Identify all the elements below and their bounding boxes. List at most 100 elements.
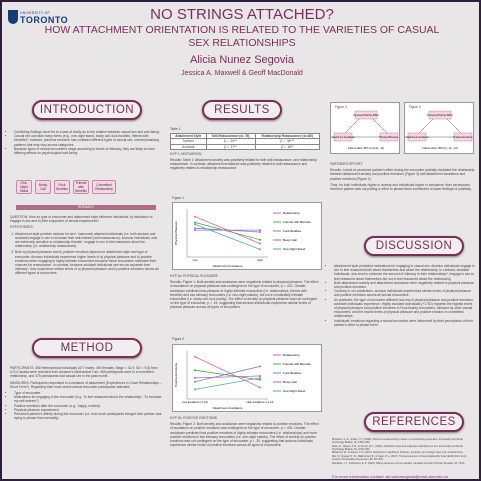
data-point xyxy=(194,229,196,231)
fig3-label: Figure 3 xyxy=(335,105,347,109)
discussion-point: As predicted, the type of encounter affe… xyxy=(334,298,475,319)
legend-label: Friends with Benefits xyxy=(283,220,311,224)
table-header: Attachment Style xyxy=(171,134,207,139)
figure-2-svg: Positive Emotions Attachment Avoidance Low… xyxy=(173,345,323,413)
question-text: QUESTION: How do type of encounter and a… xyxy=(10,215,162,276)
data-point xyxy=(194,381,196,383)
hyp2b-section: HYP 2b: POSITIVE EMOTIONS Results: Figur… xyxy=(170,416,320,449)
measures: MEASURES: Participants responded to a me… xyxy=(10,381,162,389)
data-point xyxy=(194,377,196,379)
table-title: Table 1 xyxy=(170,127,320,131)
research-question: QUESTION: How do type of encounter and a… xyxy=(10,215,162,223)
measure-item: Perceived partner's affinity during the … xyxy=(14,412,162,420)
data-point xyxy=(194,216,196,218)
intro-banner: INTRODUCTION xyxy=(32,100,142,120)
path-b xyxy=(373,119,387,133)
legend-label: Relationship xyxy=(283,353,300,357)
discussion-point: Contrary to our predictions, anxious ind… xyxy=(334,289,475,297)
legend-label: Relationship xyxy=(283,211,300,215)
figure-1-svg: Physical Pleasure Attachment Avoidance Low… xyxy=(173,203,323,271)
flow-step: Booty Call xyxy=(35,180,51,194)
y-axis-label: Positive Emotions xyxy=(174,363,178,387)
reference: Davis, D., Shaver, P. R., & Vernon, M. L… xyxy=(332,445,474,451)
data-point xyxy=(194,369,196,371)
hypotheses-title: HYPOTHESES: xyxy=(10,225,162,229)
author: Alicia Nunez Segovia xyxy=(62,54,422,66)
table-cell: β = .17** xyxy=(206,144,255,149)
partner-text: Results: Levels of perceived partner's e… xyxy=(330,168,475,181)
data-point xyxy=(194,388,196,390)
fig1-title: Figure 1 xyxy=(172,196,322,200)
hyp2a-title: HYP 2a: PHYSICAL PLEASURE xyxy=(170,274,320,278)
poster-title: NO STRINGS ATTACHED? xyxy=(62,6,422,23)
data-point xyxy=(259,375,261,377)
hyp2a-text: Results: Figure 1: Both anxiety and avoi… xyxy=(170,280,320,309)
intimacy-flow: One-Night Stand Booty Call Fuck Buddies … xyxy=(16,180,116,194)
intro-bullet: Because types of sexual encounters range… xyxy=(14,147,162,155)
coauthors: Jessica A. Maxwell & Geoff MacDonald xyxy=(62,70,422,77)
reference: Birnbaum, G. E., & Reis, H. T. (2006). W… xyxy=(332,438,474,444)
data-point xyxy=(259,377,261,379)
legend-label: One-Night Stand xyxy=(283,247,306,251)
legend-label: Friends with Benefits xyxy=(283,362,311,366)
data-point xyxy=(194,223,196,225)
data-point xyxy=(259,386,261,388)
data-point xyxy=(259,365,261,367)
figure-3-diagram: Figure 3 Perceived Partner Effort Attach… xyxy=(330,102,400,154)
partner-effort-label: Perceived Partner Effort xyxy=(353,114,379,117)
legend-label: Fuck Buddies xyxy=(283,371,302,375)
data-point xyxy=(259,379,261,381)
hypothesis: Attachment style predicts motives for se… xyxy=(15,232,162,249)
method-text: PARTICIPANTS: 358 heterosexual individua… xyxy=(10,366,162,422)
references-list: Birnbaum, G. E., & Reis, H. T. (2006). W… xyxy=(332,438,474,465)
figure-2-chart: Positive Emotions Attachment Avoidance Low… xyxy=(172,344,322,412)
flow-step: One-Night Stand xyxy=(16,180,32,194)
hyp2b-text: Results: Figure 2: Both anxiety and avoi… xyxy=(170,422,320,447)
hyp1-title: HYP 1: MOTIVATION xyxy=(170,152,320,156)
data-point xyxy=(259,243,261,245)
flow-step: Committed Relationship xyxy=(92,180,116,194)
indirect-effect-1: Indirect effect: 95% CI [-0.24, -.11] xyxy=(348,147,385,150)
discussion-point: Individuals' emotions regarding a sexual… xyxy=(334,319,475,327)
fig2-title: Figure 2 xyxy=(172,337,322,341)
data-point xyxy=(259,248,261,250)
data-point xyxy=(194,227,196,229)
figure-4-diagram: Figure 4 Perceived Partner Effort Attach… xyxy=(404,102,474,154)
series-line xyxy=(195,370,260,380)
participants: PARTICIPANTS: 358 heterosexual individua… xyxy=(10,366,162,379)
data-point xyxy=(194,221,196,223)
legend-label: Booty Call xyxy=(283,380,297,384)
x-tick-label: Low avoidance (-1 sd) xyxy=(182,400,208,404)
reference: Wei, M., Russell, D. W., Mallinckrodt, B… xyxy=(332,455,474,461)
data-point xyxy=(194,356,196,358)
table-cell: Avoidant xyxy=(171,144,207,149)
intro-bullet: Casual sex can take many forms (e.g., on… xyxy=(14,134,162,147)
legend-label: One-Night Stand xyxy=(283,389,306,393)
hyp2a-section: HYP 2a: PHYSICAL PLEASURE Results: Figur… xyxy=(170,274,320,312)
measure-item: Motivations for engaging in the encounte… xyxy=(14,395,162,403)
table-cell: β = .16** xyxy=(255,144,319,149)
results-banner: RESULTS xyxy=(202,100,282,120)
outcome-label: Physical Pleasure xyxy=(379,136,399,139)
discussion-text: Attachment style predicted motivations f… xyxy=(330,264,475,329)
hyp2b-title: HYP 2b: POSITIVE EMOTIONS xyxy=(170,416,320,420)
results-table-wrap: Table 1 Attachment Style Self-Reassurance… xyxy=(170,127,320,173)
contact-footer[interactable]: For more information contact: ali.nunezs… xyxy=(332,474,448,479)
intimacy-arrow: INTIMACY xyxy=(16,205,156,210)
header: UNIVERSITY OF TORONTO NO STRINGS ATTACHE… xyxy=(2,2,479,94)
x-axis-label: Attachment Avoidance xyxy=(213,406,243,410)
table-header: Relationship Reassurance (sr=80) xyxy=(255,134,319,139)
outcome-label: Positive Emotions xyxy=(453,136,473,139)
fig4-label: Figure 4 xyxy=(409,105,421,109)
partner-text-2: Thus, for both individuals higher in anx… xyxy=(330,183,475,191)
data-point xyxy=(259,231,261,233)
series-line xyxy=(195,357,260,388)
hyp1-text: Results: Table 1: Attachment anxiety was… xyxy=(170,158,320,171)
reference: Wentland, J. J., & Reissing, E. D. (2011… xyxy=(332,462,474,465)
poster-subtitle: HOW ATTACHMENT ORIENTATION IS RELATED TO… xyxy=(42,24,442,50)
partner-title: PARTNER'S EFFORT: xyxy=(330,162,475,166)
figure-3-svg: Figure 3 Perceived Partner Effort Attach… xyxy=(331,103,401,155)
data-point xyxy=(259,239,261,241)
x-tick-label: High avoidance (+1 sd) xyxy=(247,400,274,404)
